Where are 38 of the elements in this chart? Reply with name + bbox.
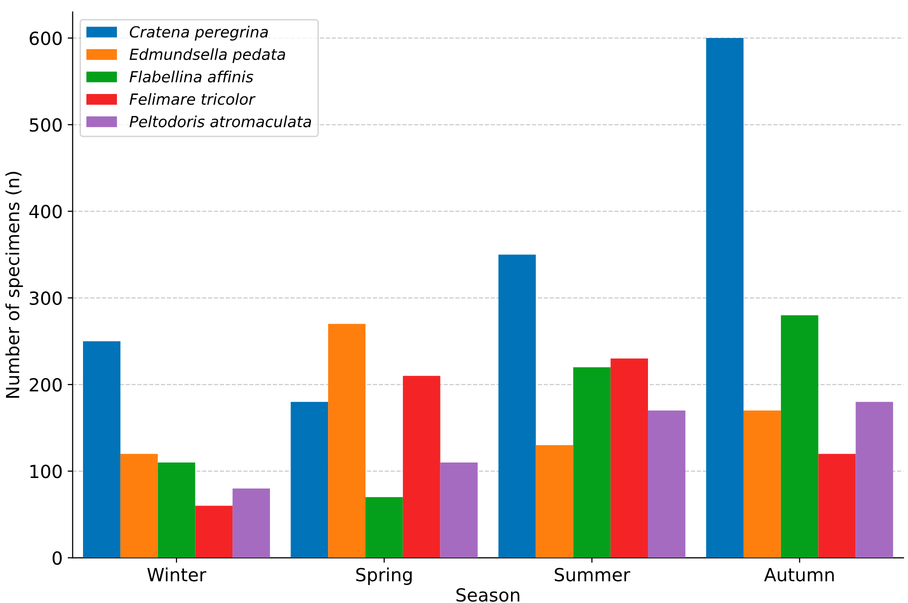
y-tick-label: 500 [30,118,62,132]
bar [328,324,366,558]
y-tick-label: 600 [30,32,62,46]
bar [498,254,536,558]
bar [856,402,894,558]
x-tick-label: Spring [356,567,412,585]
bar [706,38,744,558]
y-tick-label: 0 [52,551,62,565]
bar [818,454,856,558]
bar [573,367,611,558]
bar [440,462,478,558]
bar [290,402,328,558]
y-tick-label: 300 [30,291,62,306]
legend-label: Felimare tricolor [130,93,256,105]
bar [158,462,196,558]
x-axis-title: Season [456,588,520,602]
bar [83,341,120,558]
legend-label: Edmundsella pedata [130,48,286,64]
bar [232,488,270,558]
x-tick-label: Summer [554,568,630,582]
bar [780,315,818,558]
y-axis-title: Number of specimens (n) [5,172,23,398]
bar [610,358,648,558]
bar [744,410,781,558]
x-tick-label: Autumn [764,568,834,582]
bar [402,376,440,558]
bar [536,445,574,558]
x-tick-label: Winter [147,567,206,582]
legend-label: Flabellina affinis [130,70,254,82]
y-tick-label: 100 [30,464,62,478]
legend-label: Cratena peregrina [130,26,268,41]
bar [366,497,403,558]
bar [120,454,158,558]
bar [195,506,233,558]
legend-label: Peltodoris atromaculata [130,116,312,128]
y-tick-label: 200 [30,378,62,392]
y-tick-label: 400 [29,204,62,218]
bar [648,410,686,558]
